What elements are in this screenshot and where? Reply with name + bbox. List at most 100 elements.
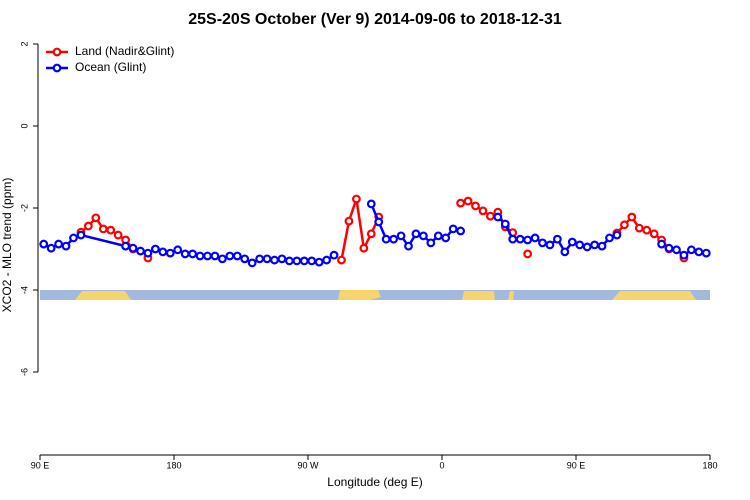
- data-point: [500, 219, 510, 229]
- data-point: [456, 198, 466, 208]
- land-ocean-strip: [40, 290, 710, 300]
- data-point: [523, 249, 533, 259]
- data-point: [485, 211, 495, 221]
- data-point: [441, 233, 451, 243]
- data-point: [121, 241, 131, 251]
- data-point: [210, 251, 220, 261]
- data-point: [98, 224, 108, 234]
- data-point: [225, 251, 235, 261]
- data-point: [232, 251, 242, 261]
- data-point: [642, 225, 652, 235]
- data-point: [270, 255, 279, 265]
- x-tick-label: 0: [439, 460, 444, 470]
- x-tick-label: 90 E: [31, 460, 50, 470]
- data-point: [143, 248, 153, 258]
- data-point: [76, 230, 86, 240]
- data-point: [337, 255, 346, 265]
- data-point: [247, 258, 257, 268]
- data-point: [83, 221, 93, 231]
- data-point: [366, 229, 376, 239]
- data-point: [366, 199, 376, 209]
- data-point: [255, 254, 265, 264]
- data-point: [590, 240, 600, 250]
- data-point: [530, 233, 540, 243]
- y-tick-label: -6: [19, 368, 29, 376]
- data-point: [612, 230, 622, 240]
- data-point: [552, 234, 562, 244]
- legend-label: Land (Nadir&Glint): [75, 44, 174, 58]
- data-point: [359, 243, 369, 253]
- land-patch: [508, 291, 514, 300]
- data-point: [619, 220, 629, 230]
- data-point: [180, 249, 190, 259]
- y-tick-label: 0: [19, 123, 29, 128]
- data-point: [426, 238, 436, 248]
- data-point: [404, 241, 413, 251]
- data-point: [471, 201, 480, 211]
- data-point: [686, 245, 696, 255]
- land-patch: [462, 291, 495, 300]
- data-point: [411, 229, 421, 239]
- data-point: [433, 231, 443, 241]
- data-point: [173, 245, 183, 255]
- data-point: [113, 230, 123, 240]
- data-point: [381, 234, 391, 244]
- data-point: [493, 212, 503, 222]
- data-point: [448, 224, 458, 234]
- legend-marker: [52, 63, 62, 73]
- data-point: [456, 226, 466, 236]
- data-point: [567, 237, 577, 247]
- data-point: [545, 240, 555, 250]
- data-point: [344, 216, 354, 226]
- data-point: [150, 244, 160, 254]
- y-axis-label: XCO2 - MLO trend (ppm): [0, 178, 14, 313]
- data-point: [292, 256, 302, 266]
- data-point: [307, 256, 317, 266]
- data-point: [605, 233, 614, 243]
- data-point: [463, 196, 473, 206]
- data-point: [627, 212, 637, 222]
- data-point: [106, 225, 116, 235]
- data-point: [128, 243, 138, 253]
- data-point: [91, 213, 101, 223]
- data-point: [538, 238, 547, 248]
- data-point: [649, 229, 659, 239]
- data-point: [240, 254, 250, 264]
- data-point: [694, 247, 704, 257]
- data-point: [299, 256, 309, 266]
- data-point: [701, 248, 711, 258]
- data-point: [389, 234, 399, 244]
- data-point: [203, 251, 212, 261]
- data-point: [679, 250, 689, 260]
- data-point: [672, 245, 681, 255]
- y-tick-label: -4: [19, 286, 29, 294]
- data-point: [277, 254, 287, 264]
- data-point: [158, 247, 168, 257]
- data-point: [418, 231, 428, 241]
- x-tick-label: 180: [166, 460, 181, 470]
- data-point: [329, 250, 339, 260]
- land-patch: [75, 291, 131, 300]
- data-point: [39, 239, 49, 249]
- data-point: [597, 241, 607, 251]
- data-point: [165, 248, 175, 258]
- data-point: [575, 240, 585, 250]
- data-point: [314, 257, 324, 267]
- data-point: [322, 255, 332, 265]
- data-point: [374, 217, 384, 227]
- data-point: [478, 206, 488, 216]
- data-point: [523, 235, 533, 245]
- data-point: [69, 233, 78, 243]
- data-point: [351, 194, 361, 204]
- data-point: [508, 234, 518, 244]
- x-tick-label: 90 E: [567, 460, 586, 470]
- data-point: [396, 231, 406, 241]
- data-point: [515, 234, 525, 244]
- land-patch: [612, 291, 696, 300]
- data-point: [284, 256, 294, 266]
- data-point: [54, 239, 64, 249]
- data-point: [46, 243, 56, 253]
- land-patch: [338, 290, 381, 300]
